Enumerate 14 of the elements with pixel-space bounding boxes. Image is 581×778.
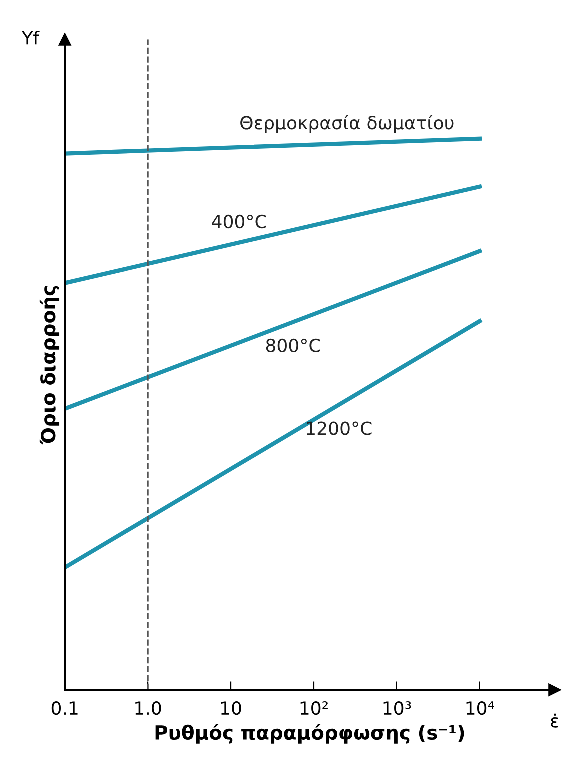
x-tick-label: 10² — [300, 702, 328, 716]
series-label: 400°C — [212, 214, 266, 229]
series-label: 1200°C — [307, 422, 372, 436]
series-label: Θερμοκρασία δωματίου — [240, 115, 454, 134]
text: ε̇ — [551, 714, 559, 728]
x-tick-label: 1.0 — [136, 702, 162, 716]
x-tick-label: 0.1 — [52, 702, 78, 716]
x-tick-label: 10³ — [384, 702, 412, 716]
text: Yf — [22, 30, 40, 45]
y-axis-title: Όριο διαρροής — [40, 286, 60, 446]
x-tick-label: 10⁴ — [466, 702, 494, 716]
x-tick-label: 10 — [222, 702, 242, 716]
series-label: 800°C — [266, 338, 320, 353]
x-axis-title: Ρυθμός παραμόρφωσης (s⁻¹) — [156, 724, 464, 744]
